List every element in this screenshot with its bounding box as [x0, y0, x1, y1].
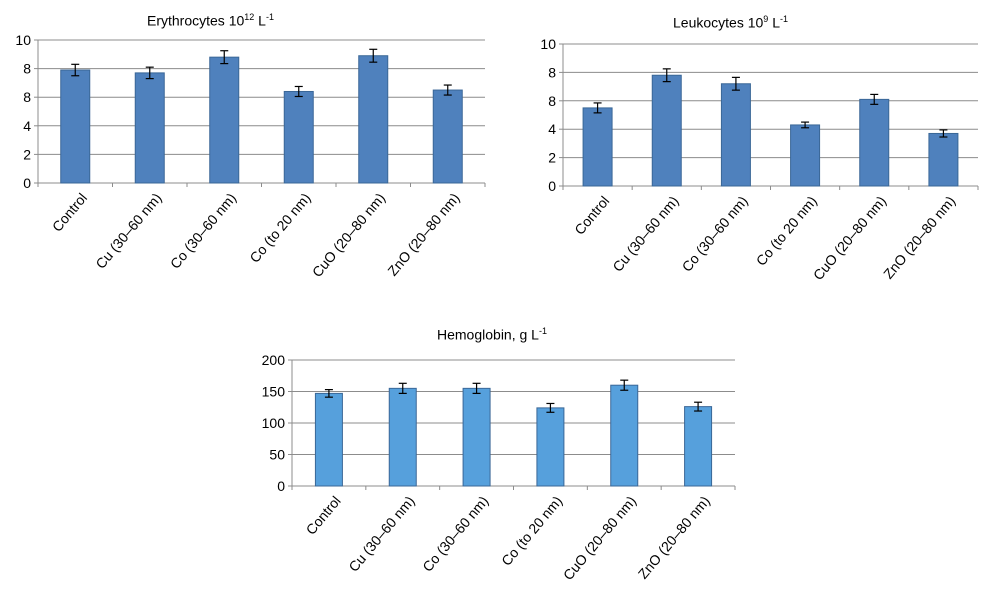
chart-title-text: Hemoglobin, g L	[437, 326, 539, 343]
chart-title-unit: L	[254, 12, 266, 29]
chart-title-superscript: -1	[265, 12, 274, 22]
chart-title-superscript: 9	[763, 14, 769, 24]
bar	[358, 55, 389, 184]
bar	[283, 90, 314, 184]
bar	[388, 387, 417, 487]
y-tick-label: 200	[262, 352, 286, 368]
bar	[314, 392, 343, 487]
bar	[720, 83, 751, 187]
y-tick-label: 8	[548, 93, 556, 109]
chart-title-text: Erythrocytes 10	[147, 12, 245, 29]
y-tick-label: 8	[23, 61, 31, 77]
y-tick-label: 50	[269, 447, 285, 463]
bar	[790, 124, 821, 187]
y-tick-label: 4	[548, 121, 556, 137]
bar	[859, 98, 890, 187]
hemoglobin-chart: Hemoglobin, g L-1 0 50 100 150 200 Control Cu …	[250, 300, 740, 596]
x-tick-label: Control	[303, 493, 344, 538]
y-tick-label: 2	[23, 146, 31, 162]
leukocytes-chart: Leukocytes 109 L-1 0 2 4 8 8 10 Control Cu (30–…	[495, 0, 984, 300]
x-tick-label: Co (30–60 nm)	[679, 193, 751, 275]
x-tick-label: Co (30–60 nm)	[167, 190, 239, 272]
x-tick-label: Cu (30–60 nm)	[92, 190, 164, 272]
x-tick-label: CuO (20–80 nm)	[810, 193, 889, 283]
chart-title-superscript: -1	[780, 14, 789, 24]
bar	[60, 69, 91, 184]
erythrocytes-plot: 0 2 4 8 8 10 Control Cu (30–60 nm) Co (30–60 nm)…	[15, 32, 486, 280]
y-tick-label: 10	[15, 32, 31, 48]
x-tick-label: Cu (30–60 nm)	[609, 193, 681, 275]
bar	[684, 406, 713, 487]
bar	[209, 56, 240, 184]
x-tick-label: CuO (20–80 nm)	[560, 493, 639, 583]
x-tick-label: Cu (30–60 nm)	[345, 493, 417, 575]
x-tick-label: Co (30–60 nm)	[419, 493, 491, 575]
chart-title-text: Leukocytes 10	[673, 14, 764, 31]
bar	[462, 387, 491, 487]
y-tick-label: 8	[548, 64, 556, 80]
y-tick-label: 100	[262, 415, 286, 431]
x-tick-label: Control	[571, 193, 612, 238]
y-tick-label: 0	[23, 175, 31, 191]
y-tick-label: 0	[548, 178, 556, 194]
hemoglobin-plot: 0 50 100 150 200 Control Cu (30–60 nm) Co (30–6…	[262, 352, 736, 583]
bar	[651, 74, 682, 187]
y-tick-label: 4	[23, 118, 31, 134]
bar	[536, 407, 565, 487]
x-tick-label: Co (to 20 nm)	[246, 190, 313, 266]
chart-title-unit: L	[768, 14, 780, 31]
y-tick-label: 8	[23, 89, 31, 105]
bar	[610, 384, 639, 487]
y-tick-label: 150	[262, 384, 286, 400]
chart-title-superscript: -1	[538, 326, 547, 336]
chart-title-superscript: 12	[244, 12, 255, 22]
x-tick-label: Co (to 20 nm)	[753, 193, 820, 269]
chart-title: Leukocytes 109 L-1	[673, 14, 788, 31]
chart-title: Erythrocytes 1012 L-1	[147, 12, 274, 29]
x-tick-label: ZnO (20–80 nm)	[384, 190, 462, 279]
y-tick-label: 0	[277, 478, 285, 494]
bar	[582, 107, 613, 187]
x-tick-label: ZnO (20–80 nm)	[635, 493, 713, 582]
x-tick-label: Control	[49, 190, 90, 235]
bar	[928, 132, 959, 187]
y-tick-label: 10	[540, 36, 556, 52]
bar	[432, 89, 463, 184]
erythrocytes-chart: Erythrocytes 1012 L-1 0 2 4 8 8 10 Control Cu (…	[0, 0, 495, 300]
y-tick-label: 2	[548, 150, 556, 166]
bar	[134, 72, 165, 184]
x-tick-label: CuO (20–80 nm)	[309, 190, 388, 280]
x-tick-label: ZnO (20–80 nm)	[880, 193, 958, 282]
chart-title: Hemoglobin, g L-1	[437, 326, 547, 343]
x-tick-label: Co (to 20 nm)	[498, 493, 565, 569]
